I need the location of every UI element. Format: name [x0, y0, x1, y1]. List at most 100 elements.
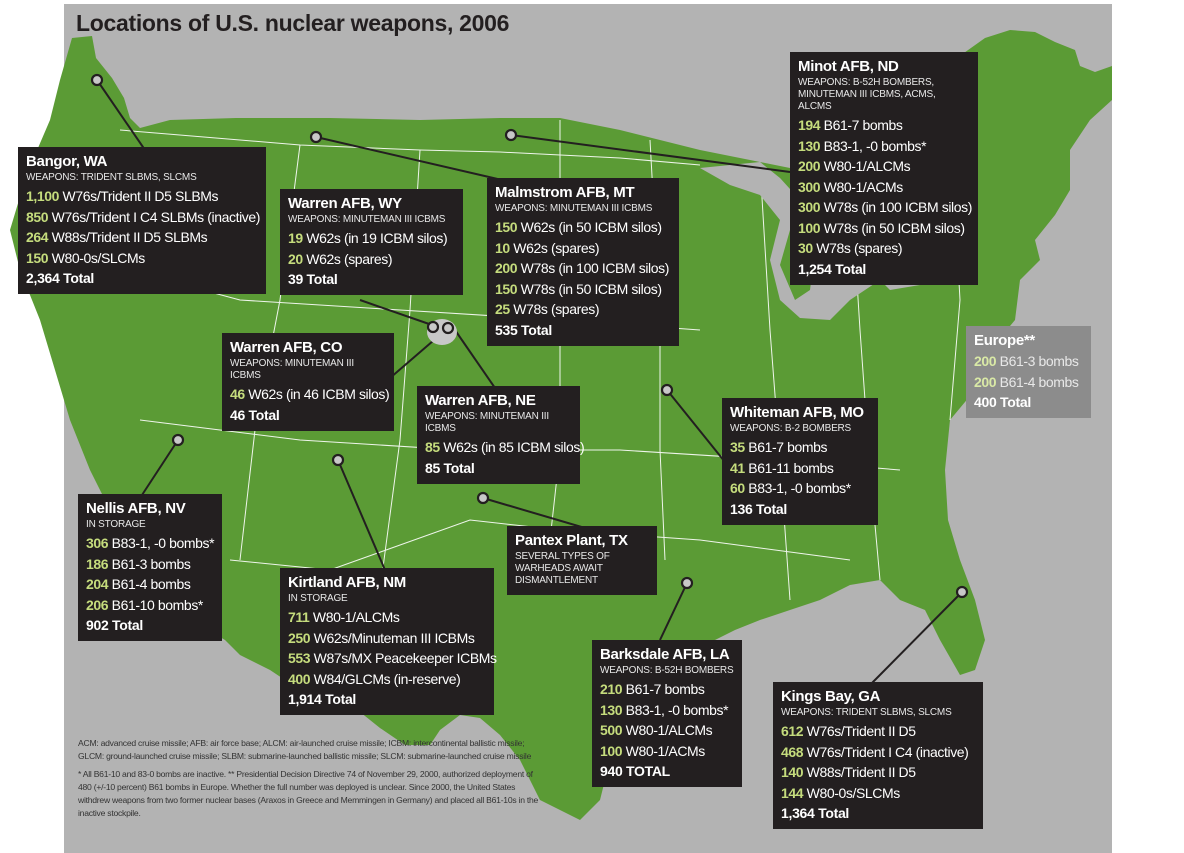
- site-name: Kirtland AFB, NM: [288, 574, 406, 591]
- site-box-europe: Europe** 200 B61-3 bombs 200 B61-4 bombs 40…: [966, 326, 1091, 418]
- weapon-description: W76s/Trident II D5 SLBMs: [59, 188, 219, 204]
- weapon-count: 553: [288, 650, 311, 666]
- site-total: 136 Total: [730, 500, 787, 517]
- weapon-count: 30: [798, 240, 813, 256]
- weapon-row: 200 B61-3 bombs: [974, 351, 1083, 372]
- weapon-description: W62s (in 46 ICBM silos): [244, 386, 390, 402]
- weapon-count: 194: [798, 117, 821, 133]
- weapon-count: 206: [86, 596, 109, 613]
- site-box-pantex: Pantex Plant, TX SEVERAL TYPES OF WARHEAD…: [507, 526, 657, 595]
- weapon-description: W62s (spares): [509, 239, 600, 256]
- weapon-row: 150 W78s (in 50 ICBM silos): [495, 279, 671, 300]
- site-markers: [90, 73, 969, 599]
- weapon-count: 150: [495, 280, 518, 297]
- weapon-count: 204: [86, 576, 109, 592]
- site-name: Europe**: [974, 332, 1035, 349]
- site-box-kings-bay: Kings Bay, GA WEAPONS: TRIDENT SLBMS, SLC…: [773, 682, 983, 829]
- site-box-warren-ne: Warren AFB, NE WEAPONS: MINUTEMAN III ICB…: [417, 386, 585, 484]
- site-marker: [955, 585, 969, 599]
- site-marker: [90, 73, 104, 87]
- weapon-count: 210: [600, 681, 623, 697]
- weapon-count: 85: [425, 439, 440, 455]
- weapon-description: B61-4 bombs: [108, 576, 191, 592]
- weapon-count: 100: [798, 219, 821, 236]
- weapon-count: 25: [495, 301, 510, 317]
- weapon-count: 186: [86, 555, 109, 572]
- weapon-description: W80-1/ALCMs: [622, 722, 713, 738]
- weapon-count: 150: [495, 219, 518, 235]
- site-box-malmstrom: Malmstrom AFB, MT WEAPONS: MINUTEMAN III …: [487, 178, 679, 346]
- weapon-description: W80-1/ALCMs: [820, 158, 911, 174]
- weapon-description: W78s (in 50 ICBM silos): [820, 219, 965, 236]
- weapon-row: 30 W78s (spares): [798, 238, 970, 259]
- weapon-row: 210 B61-7 bombs: [600, 679, 734, 700]
- weapon-row: 25 W78s (spares): [495, 299, 671, 320]
- site-name: Nellis AFB, NV: [86, 500, 186, 517]
- weapon-row: 500 W80-1/ALCMs: [600, 720, 734, 741]
- site-subtitle: WEAPONS: B-2 BOMBERS: [730, 423, 852, 434]
- weapon-row: 60 B83-1, -0 bombs*: [730, 478, 870, 499]
- weapon-row: 264 W88s/Trident II D5 SLBMs: [26, 227, 258, 248]
- weapon-row: 400 W84/GLCMs (in-reserve): [288, 669, 486, 690]
- weapon-description: W62s (in 85 ICBM silos): [439, 439, 585, 455]
- weapon-count: 400: [288, 670, 311, 687]
- weapon-count: 200: [495, 260, 518, 276]
- weapon-row: 140 W88s/Trident II D5: [781, 762, 975, 783]
- weapon-row: 150 W62s (in 50 ICBM silos): [495, 217, 671, 238]
- site-subtitle: WEAPONS: MINUTEMAN III ICBMS: [230, 358, 354, 381]
- site-marker: [660, 383, 674, 397]
- site-total: 1,254 Total: [798, 260, 867, 277]
- site-total: 400 Total: [974, 394, 1031, 410]
- weapon-row: 612 W76s/Trident II D5: [781, 721, 975, 742]
- weapon-description: W78s (spares): [509, 301, 600, 317]
- weapon-count: 144: [781, 784, 804, 801]
- site-name: Malmstrom AFB, MT: [495, 184, 635, 201]
- weapon-row: 711 W80-1/ALCMs: [288, 607, 486, 628]
- site-box-minot: Minot AFB, ND WEAPONS: B-52H BOMBERS, MIN…: [790, 52, 978, 285]
- weapon-count: 140: [781, 764, 804, 780]
- weapon-row: 300 W78s (in 100 ICBM silos): [798, 197, 973, 218]
- weapon-description: W62s (spares): [302, 250, 393, 267]
- weapon-count: 300: [798, 199, 821, 215]
- weapon-description: B61-3 bombs: [108, 555, 191, 572]
- weapon-count: 300: [798, 178, 821, 195]
- site-box-nellis: Nellis AFB, NV IN STORAGE 306 B83-1, -0 bo…: [78, 494, 222, 641]
- weapon-description: W76s/Trident II D5: [803, 723, 916, 739]
- weapon-description: W78s (in 100 ICBM silos): [820, 199, 973, 215]
- weapon-count: 130: [798, 137, 821, 154]
- site-marker: [680, 576, 694, 590]
- site-total: 1,364 Total: [781, 805, 850, 821]
- weapon-row: 20 W62s (spares): [288, 249, 455, 270]
- site-total: 85 Total: [425, 459, 475, 476]
- site-box-bangor: Bangor, WA WEAPONS: TRIDENT SLBMS, SLCMS 1…: [18, 147, 266, 294]
- weapon-row: 194 B61-7 bombs: [798, 115, 970, 136]
- site-subtitle: WEAPONS: MINUTEMAN III ICBMS: [425, 411, 549, 434]
- weapon-description: B61-4 bombs: [996, 373, 1079, 390]
- weapon-count: 612: [781, 723, 804, 739]
- site-total: 902 Total: [86, 617, 143, 633]
- weapon-description: W78s (in 50 ICBM silos): [517, 280, 662, 297]
- weapon-description: W80-1/ACMs: [622, 742, 706, 759]
- weapon-description: B83-1, -0 bombs*: [820, 137, 927, 154]
- site-total: 46 Total: [230, 406, 280, 423]
- site-subtitle: WEAPONS: B-52H BOMBERS: [600, 665, 734, 676]
- site-subtitle: SEVERAL TYPES OF WARHEADS AWAIT DISMANTL…: [515, 551, 610, 586]
- site-total: 39 Total: [288, 271, 338, 287]
- weapon-row: 250 W62s/Minuteman III ICBMs: [288, 628, 486, 649]
- weapon-row: 10 W62s (spares): [495, 238, 671, 259]
- weapon-row: 130 B83-1, -0 bombs*: [798, 136, 970, 157]
- weapon-row: 186 B61-3 bombs: [86, 554, 214, 575]
- site-box-warren-co: Warren AFB, CO WEAPONS: MINUTEMAN III ICB…: [222, 333, 394, 431]
- weapon-description: W88s/Trident II D5 SLBMs: [48, 229, 208, 245]
- site-subtitle: WEAPONS: MINUTEMAN III ICBMS: [288, 214, 446, 225]
- weapon-description: B61-7 bombs: [744, 439, 828, 455]
- weapon-row: 1,100 W76s/Trident II D5 SLBMs: [26, 186, 258, 207]
- site-total: 940 TOTAL: [600, 763, 670, 779]
- weapon-description: W62s (in 19 ICBM silos): [302, 230, 448, 246]
- weapon-row: 850 W76s/Trident I C4 SLBMs (inactive): [26, 207, 260, 228]
- weapon-count: 200: [974, 373, 997, 390]
- site-marker: [441, 321, 455, 335]
- site-total: 2,364 Total: [26, 270, 95, 286]
- site-box-barksdale: Barksdale AFB, LA WEAPONS: B-52H BOMBERS 2…: [592, 640, 742, 787]
- site-subtitle: WEAPONS: B-52H BOMBERS, MINUTEMAN III IC…: [798, 77, 936, 112]
